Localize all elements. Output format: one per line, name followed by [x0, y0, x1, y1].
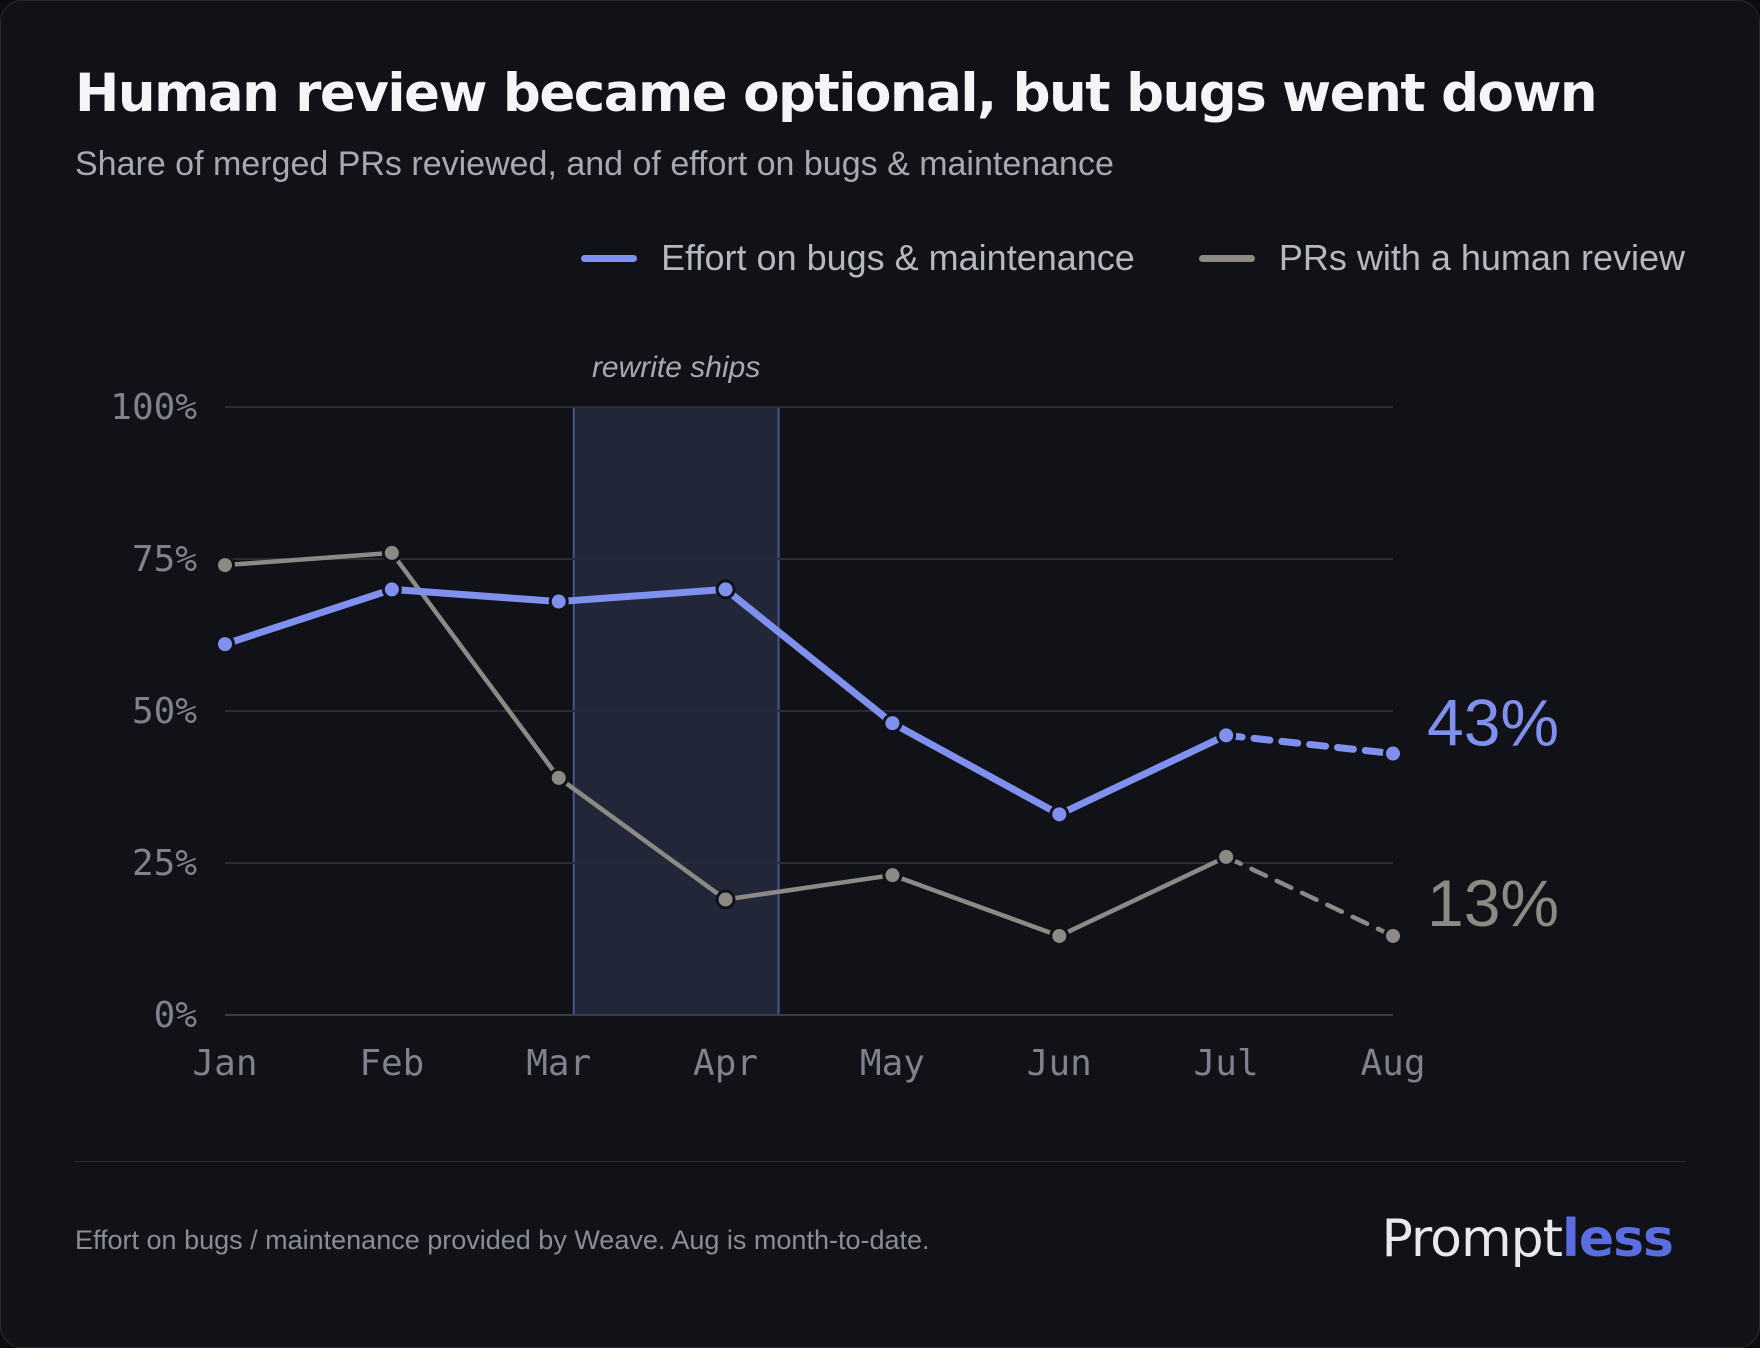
annotation-label: rewrite ships [592, 351, 760, 384]
y-tick-label: 100% [110, 387, 197, 428]
data-point-reviewed [548, 767, 569, 788]
brand-logo-part2: less [1562, 1209, 1674, 1269]
chart-legend: Effort on bugs & maintenance PRs with a … [581, 237, 1685, 279]
x-tick-label: Aug [1360, 1043, 1425, 1084]
data-point-effort [715, 579, 736, 600]
legend-item-effort: Effort on bugs & maintenance [581, 237, 1135, 279]
brand-logo: Promptless [1381, 1209, 1674, 1269]
y-tick-label: 25% [132, 843, 197, 884]
x-tick-label: Mar [526, 1043, 591, 1084]
x-tick-label: Jul [1194, 1043, 1259, 1084]
series-line-dashed-reviewed [1223, 854, 1396, 939]
x-tick-label: Jan [192, 1043, 257, 1084]
y-tick-label: 0% [154, 995, 198, 1036]
y-tick-label: 75% [132, 539, 197, 580]
x-tick-label: Jun [1027, 1043, 1092, 1084]
series-line-dashed-effort [1222, 731, 1397, 758]
data-point-reviewed [1049, 925, 1070, 946]
data-point-effort [882, 713, 903, 734]
data-point-effort [1049, 804, 1070, 825]
data-point-effort [381, 579, 402, 600]
data-point-reviewed [1383, 925, 1403, 946]
data-point-effort [1216, 725, 1237, 746]
data-point-effort [1383, 743, 1403, 764]
y-tick-label: 50% [132, 691, 197, 732]
data-point-reviewed [882, 865, 903, 886]
legend-swatch-reviewed [1198, 254, 1255, 262]
end-label-reviewed: 13% [1427, 866, 1559, 940]
data-point-reviewed [381, 542, 402, 563]
chart-subtitle: Share of merged PRs reviewed, and of eff… [75, 145, 1114, 183]
x-tick-label: May [860, 1043, 925, 1084]
chart-title: Human review became optional, but bugs w… [75, 63, 1598, 124]
end-label-effort: 43% [1427, 686, 1559, 760]
legend-swatch-effort [581, 254, 638, 262]
brand-logo-part1: Prompt [1381, 1209, 1563, 1269]
data-point-effort [548, 591, 569, 612]
data-point-reviewed [215, 555, 235, 576]
data-point-reviewed [715, 889, 736, 910]
x-tick-label: Feb [359, 1043, 424, 1084]
data-point-effort [215, 634, 235, 655]
x-tick-label: Apr [693, 1043, 758, 1084]
data-point-reviewed [1216, 846, 1237, 867]
legend-label-effort: Effort on bugs & maintenance [661, 237, 1135, 278]
footer-divider [75, 1161, 1685, 1162]
line-chart: rewrite ships 0% 25% 50% 75% 100% Jan Feb Mar Apr… [110, 351, 1559, 1084]
legend-label-reviewed: PRs with a human review [1278, 237, 1685, 278]
legend-item-reviewed: PRs with a human review [1198, 237, 1685, 279]
footnote: Effort on bugs / maintenance provided by… [75, 1225, 930, 1255]
